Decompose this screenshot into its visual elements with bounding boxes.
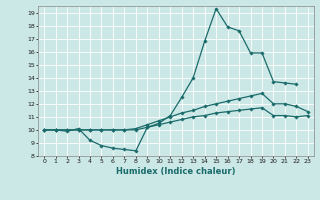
X-axis label: Humidex (Indice chaleur): Humidex (Indice chaleur) xyxy=(116,167,236,176)
